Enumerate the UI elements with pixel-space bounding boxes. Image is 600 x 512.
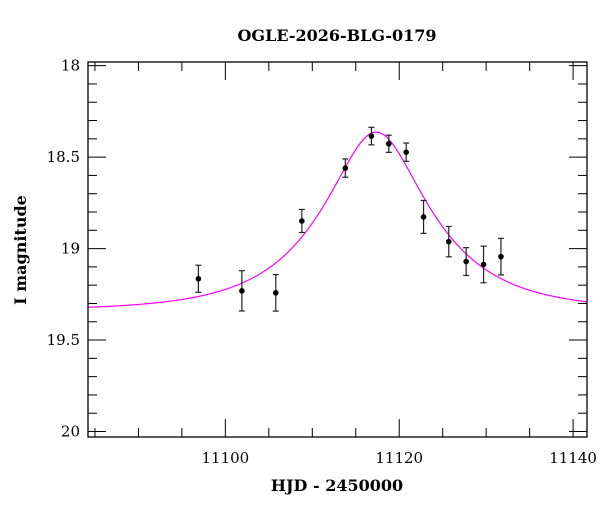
data-point	[272, 290, 279, 296]
data-point-group	[420, 199, 427, 235]
x-tick-label: 11140	[549, 449, 597, 467]
chart-title: OGLE-2026-BLG-0179	[237, 26, 436, 45]
x-tick-label: 11120	[375, 449, 423, 467]
data-point-group	[272, 273, 279, 312]
data-point	[445, 238, 452, 245]
model-fit-curve	[87, 131, 588, 308]
y-tick-label: 18	[61, 57, 80, 75]
data-point	[368, 133, 375, 139]
data-point-group	[385, 134, 392, 153]
data-point-group	[480, 245, 487, 284]
data-point-group	[298, 208, 305, 234]
data-point	[342, 165, 349, 171]
x-tick-label: 11100	[201, 449, 249, 467]
data-point-group	[445, 225, 452, 258]
y-tick-label: 18.5	[47, 148, 80, 166]
data-point	[463, 258, 469, 265]
x-axis-label: HJD - 2450000	[271, 476, 403, 495]
data-point-group	[342, 158, 349, 178]
data-point	[385, 140, 392, 147]
data-point	[239, 288, 245, 294]
data-point-group	[403, 142, 410, 162]
y-tick-label: 19.5	[47, 331, 80, 349]
data-point-group	[195, 264, 202, 293]
data-point-group	[497, 237, 504, 276]
y-tick-label: 19	[61, 240, 80, 258]
data-point	[498, 253, 504, 260]
y-axis-label: I magnitude	[11, 195, 30, 305]
plot-frame	[87, 61, 588, 438]
data-point	[480, 261, 487, 268]
data-point-group	[463, 247, 470, 277]
data-point-group	[368, 126, 375, 146]
data-point	[420, 214, 427, 220]
data-point	[403, 149, 409, 155]
data-point	[299, 218, 305, 224]
data-point	[195, 275, 202, 282]
data-point-group	[238, 270, 245, 312]
y-tick-label: 20	[61, 423, 80, 441]
